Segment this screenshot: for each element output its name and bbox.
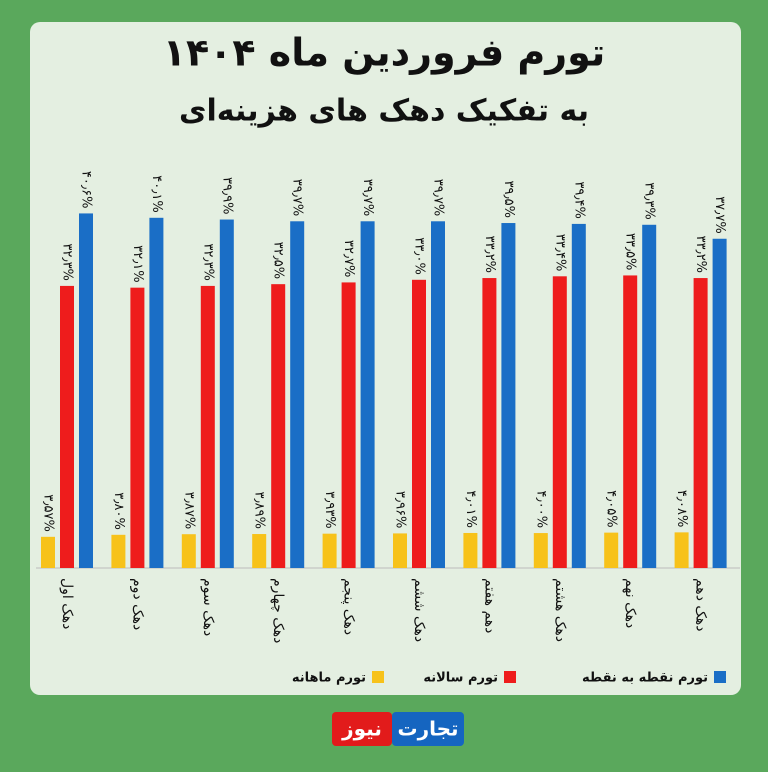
bar bbox=[482, 278, 497, 568]
logo-text: نیوز bbox=[341, 717, 382, 741]
chart-subtitle: به تفکیک دهک های هزینه‌ای bbox=[179, 94, 589, 129]
x-tick-label: دهک پنجم bbox=[341, 578, 357, 635]
x-tick-label: دهک ششم bbox=[411, 578, 427, 642]
legend-label: تورم ماهانه bbox=[292, 671, 366, 686]
value-label: ۳۹٫۴% bbox=[571, 181, 586, 219]
bar bbox=[463, 532, 478, 568]
bar bbox=[79, 213, 93, 568]
legend-swatch bbox=[372, 671, 384, 683]
value-label: ۳۹٫۷% bbox=[431, 179, 446, 217]
bar bbox=[200, 285, 215, 568]
x-tick-label: دهک دهم bbox=[693, 578, 709, 632]
value-label: ۳۹٫۳% bbox=[642, 182, 657, 220]
bar bbox=[219, 219, 234, 569]
logo-text: تجارت bbox=[397, 717, 458, 741]
chart-title: تورم فروردین ماه ۱۴۰۴ bbox=[163, 31, 606, 76]
bar bbox=[674, 532, 689, 568]
value-label: ۳۲٫۳% bbox=[200, 243, 215, 281]
bar bbox=[341, 282, 356, 568]
bar bbox=[501, 223, 516, 569]
x-tick-label: دهک هشتم bbox=[552, 578, 568, 642]
legend-swatch bbox=[504, 671, 516, 683]
value-label: ۳٫۹۶% bbox=[393, 491, 408, 529]
value-label: ۳۳٫۵% bbox=[623, 233, 638, 271]
logo-box bbox=[392, 712, 464, 746]
bar bbox=[322, 533, 337, 568]
value-label: ۴٫۰۵% bbox=[604, 490, 619, 528]
value-label: ۳۳٫۰% bbox=[412, 237, 427, 275]
bar bbox=[149, 217, 164, 568]
value-label: ۳۳٫۲% bbox=[693, 236, 708, 274]
value-label: ۴۰٫۱% bbox=[149, 175, 164, 213]
bar bbox=[41, 536, 55, 568]
value-label: ۳۲٫۵% bbox=[271, 242, 286, 280]
value-label: ۳٫۵۷% bbox=[41, 494, 56, 532]
bar bbox=[360, 221, 375, 568]
value-label: ۳٫۸۹% bbox=[252, 491, 267, 529]
value-label: ۳۹٫۷% bbox=[360, 179, 375, 217]
bar bbox=[60, 285, 74, 568]
value-label: ۳۲٫۷% bbox=[341, 240, 356, 278]
value-label: ۳۲٫۱% bbox=[130, 245, 145, 283]
bar bbox=[623, 275, 638, 568]
value-label: ۳۹٫۷% bbox=[290, 179, 305, 217]
legend-swatch bbox=[714, 671, 726, 683]
value-label: ۳٫۸۰% bbox=[111, 492, 126, 530]
logo-box bbox=[332, 712, 392, 746]
legend-label: تورم سالانه bbox=[423, 671, 498, 686]
x-tick-label: دهک نهم bbox=[622, 578, 638, 628]
value-label: ۴٫۰۰% bbox=[533, 491, 548, 529]
value-label: ۳۳٫۲% bbox=[482, 236, 497, 274]
bar bbox=[181, 534, 196, 568]
value-label: ۴٫۰۸% bbox=[674, 490, 689, 528]
bar bbox=[252, 534, 267, 568]
bar bbox=[552, 276, 567, 568]
bar bbox=[111, 534, 126, 568]
x-tick-label: دهک اول bbox=[59, 578, 75, 629]
value-label: ۳۹٫۹% bbox=[219, 177, 234, 215]
bar bbox=[130, 287, 145, 568]
bar bbox=[533, 533, 548, 568]
value-label: ۳٫۹۳% bbox=[322, 491, 337, 529]
value-label: ۴۰٫۶% bbox=[79, 171, 94, 209]
legend-label: تورم نقطه به نقطه bbox=[582, 671, 708, 686]
bar bbox=[271, 284, 286, 568]
bar bbox=[642, 224, 657, 568]
x-tick-label: دهم هفتم bbox=[481, 578, 497, 633]
x-tick-label: دهک چهارم bbox=[270, 578, 286, 643]
x-tick-label: دهک دوم bbox=[129, 578, 145, 630]
value-label: ۳۳٫۴% bbox=[552, 234, 567, 272]
value-label: ۳۷٫۷% bbox=[712, 196, 727, 234]
bar bbox=[412, 279, 426, 568]
bar bbox=[693, 278, 708, 568]
value-label: ۳۲٫۳% bbox=[60, 243, 75, 281]
bar bbox=[393, 533, 407, 568]
bar bbox=[571, 223, 586, 568]
x-tick-label: دهک سوم bbox=[200, 578, 216, 636]
value-label: ۴٫۰۱% bbox=[463, 490, 478, 528]
bar bbox=[712, 238, 727, 568]
bar bbox=[604, 532, 619, 568]
value-label: ۳٫۸۷% bbox=[181, 492, 196, 530]
bar bbox=[290, 221, 305, 568]
bar bbox=[431, 221, 445, 568]
value-label: ۳۹٫۵% bbox=[501, 180, 516, 218]
